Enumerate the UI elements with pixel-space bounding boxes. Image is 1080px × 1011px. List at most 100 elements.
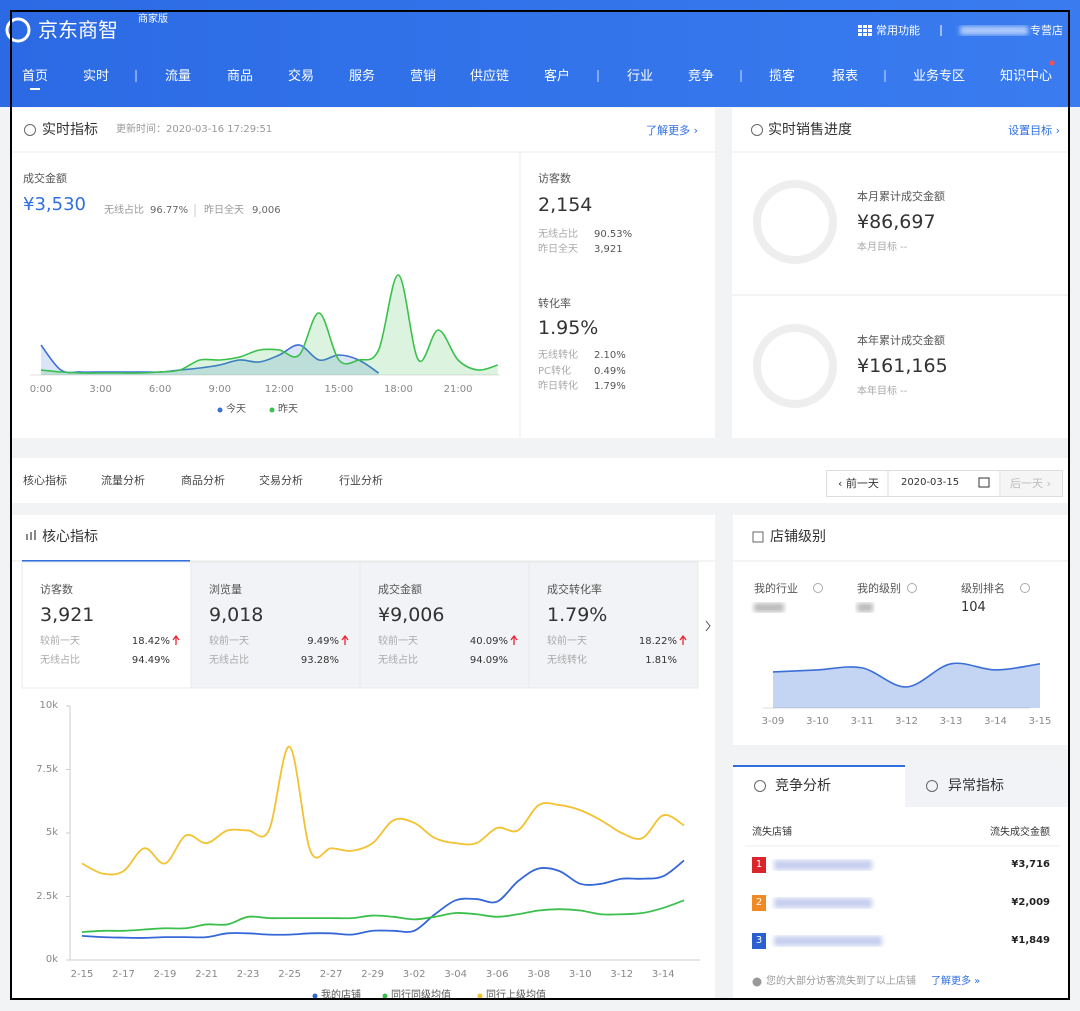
tab[interactable]: 商品分析 [181, 473, 225, 487]
tab[interactable]: 核心指标 [23, 473, 67, 487]
metric-value: 1.79% [547, 603, 608, 626]
nav-item[interactable]: 行业 [627, 68, 654, 84]
panel-title: 实时指标 [42, 122, 98, 138]
legend-dot [477, 993, 483, 999]
legend-label: 今天 [226, 404, 246, 415]
x-tick-label: 3-06 [485, 969, 509, 980]
label: 93.28% [300, 655, 339, 666]
label: 94.09% [469, 655, 508, 666]
nav-item[interactable]: 报表 [832, 68, 859, 84]
legend-label: 同行同级均值 [391, 990, 451, 1001]
tab[interactable]: 流量分析 [101, 473, 145, 487]
label: 流失店铺 [752, 827, 792, 838]
label: 无线转化 [547, 655, 587, 666]
date: 2020-03-15 [901, 477, 960, 488]
goal-link[interactable]: 设置目标 › [1008, 123, 1060, 137]
legend-dot [269, 407, 275, 413]
label: 昨日全天 [538, 244, 578, 255]
metric-value: ¥9,006 [378, 603, 445, 626]
prev-day[interactable]: ‹ 前一天 [838, 476, 879, 490]
line [81, 745, 685, 876]
nav-item[interactable]: 客户 [544, 68, 571, 84]
label: 本年目标 -- [857, 386, 908, 397]
label: 较前一天 [378, 636, 418, 647]
nav-item[interactable]: 流量 [165, 68, 192, 84]
more-link[interactable]: 了解更多 › [646, 123, 698, 137]
warn-icon [926, 780, 938, 792]
y-tick-label: 0k [45, 954, 58, 965]
label: 无线转化 [538, 350, 578, 361]
help-icon [907, 583, 917, 593]
tab[interactable]: 交易分析 [259, 473, 303, 487]
metric-value: 2,154 [538, 193, 593, 216]
line [81, 859, 685, 939]
label: 较前一天 [547, 636, 587, 647]
label: 昨日全天 [204, 205, 244, 216]
help-icon [1020, 583, 1030, 593]
chart-icon [30, 532, 32, 540]
label: 我的行业 [754, 581, 798, 595]
chart-icon [26, 534, 28, 540]
nav-item[interactable]: 商品 [227, 68, 254, 84]
x-tick-label: 3-14 [984, 716, 1007, 727]
top-bar [0, 0, 1080, 107]
rank-value: 104 [961, 599, 986, 615]
amount: ¥1,849 [1011, 935, 1050, 946]
x-tick-label: 21:00 [443, 384, 473, 395]
next-arrow [705, 620, 711, 632]
grid-icon [858, 29, 862, 32]
info-icon [752, 977, 762, 987]
x-tick-label: 3-14 [651, 969, 675, 980]
nav-item[interactable]: 营销 [410, 68, 437, 84]
nav-item[interactable]: 竞争 [688, 68, 715, 84]
more-link[interactable]: 了解更多 » [931, 976, 981, 987]
x-tick-label: 6:00 [148, 384, 172, 395]
x-tick-label: 2-23 [236, 969, 260, 980]
panel-title: 实时销售进度 [768, 122, 852, 138]
line [81, 899, 685, 933]
x-tick-label: 3-13 [939, 716, 963, 727]
metric-card [21, 561, 192, 689]
nav-item[interactable]: 供应链 [470, 68, 510, 84]
label: 转化率 [538, 296, 571, 310]
metric-card [190, 561, 361, 689]
nav-item[interactable]: 实时 [83, 68, 110, 84]
abnormal-tab[interactable] [905, 765, 1068, 807]
quick-menu[interactable]: 常用功能 [876, 23, 920, 37]
y-tick-label: 5k [45, 827, 58, 838]
x-tick-label: 15:00 [324, 384, 354, 395]
label: 9.49% [307, 636, 339, 647]
clock-icon [24, 124, 36, 136]
nav-item[interactable]: 业务专区 [913, 68, 966, 84]
tab[interactable]: 异常指标 [948, 778, 1004, 794]
comp-icon [754, 780, 766, 792]
tab[interactable]: 竞争分析 [775, 778, 831, 794]
label: 18.22% [638, 636, 677, 647]
label: 1.81% [645, 655, 677, 666]
tab[interactable]: 行业分析 [339, 473, 383, 487]
y-tick-label: 2.5k [36, 890, 58, 902]
nav-item[interactable]: 服务 [349, 68, 376, 84]
x-tick-label: 3-11 [850, 716, 874, 727]
nav-item[interactable]: 首页 [22, 68, 49, 84]
label: 90.53% [594, 229, 633, 240]
grid-icon [863, 33, 867, 36]
nav-item[interactable]: 知识中心 [1000, 68, 1053, 84]
logo: 京东商智 [38, 18, 118, 42]
label: 成交金额 [23, 171, 67, 185]
nav-active [30, 88, 40, 90]
rank-badge [752, 895, 766, 911]
label: 本年累计成交金额 [857, 333, 945, 347]
level-panel [733, 515, 1068, 745]
blur-store [774, 898, 872, 908]
level-icon [752, 531, 764, 543]
nav-item[interactable]: 揽客 [769, 68, 796, 84]
amount: ¥3,716 [1011, 859, 1050, 870]
label: 访客数 [40, 582, 73, 596]
nav-item[interactable]: 交易 [288, 68, 315, 84]
grid-icon [868, 29, 872, 32]
metric-value: ¥3,530 [23, 194, 86, 215]
store-name[interactable]: 专营店 [1030, 23, 1063, 37]
x-tick-label: 2-29 [361, 969, 384, 980]
line [40, 274, 499, 374]
